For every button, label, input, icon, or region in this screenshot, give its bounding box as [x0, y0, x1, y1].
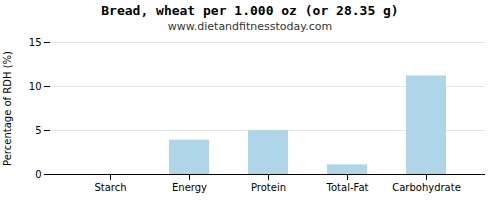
svg-text:10: 10	[29, 81, 42, 92]
svg-text:Total-Fat: Total-Fat	[326, 182, 369, 193]
svg-text:5: 5	[35, 125, 41, 136]
svg-text:15: 15	[29, 37, 42, 48]
html-text:www.dietandfitnesstoday.com: www.dietandfitnesstoday.com	[167, 20, 333, 33]
html-text:Bread, wheat per 1.000 oz (or: Bread, wheat per 1.000 oz (or 28.35 g)	[101, 3, 399, 18]
svg-text:Percentage of RDH (%): Percentage of RDH (%)	[2, 51, 13, 166]
svg-text:0: 0	[35, 169, 41, 180]
svg-text:Starch: Starch	[94, 182, 126, 193]
svg-text:Energy: Energy	[172, 182, 207, 193]
svg-text:Carbohydrate: Carbohydrate	[392, 182, 461, 193]
svg-text:Protein: Protein	[251, 182, 286, 193]
